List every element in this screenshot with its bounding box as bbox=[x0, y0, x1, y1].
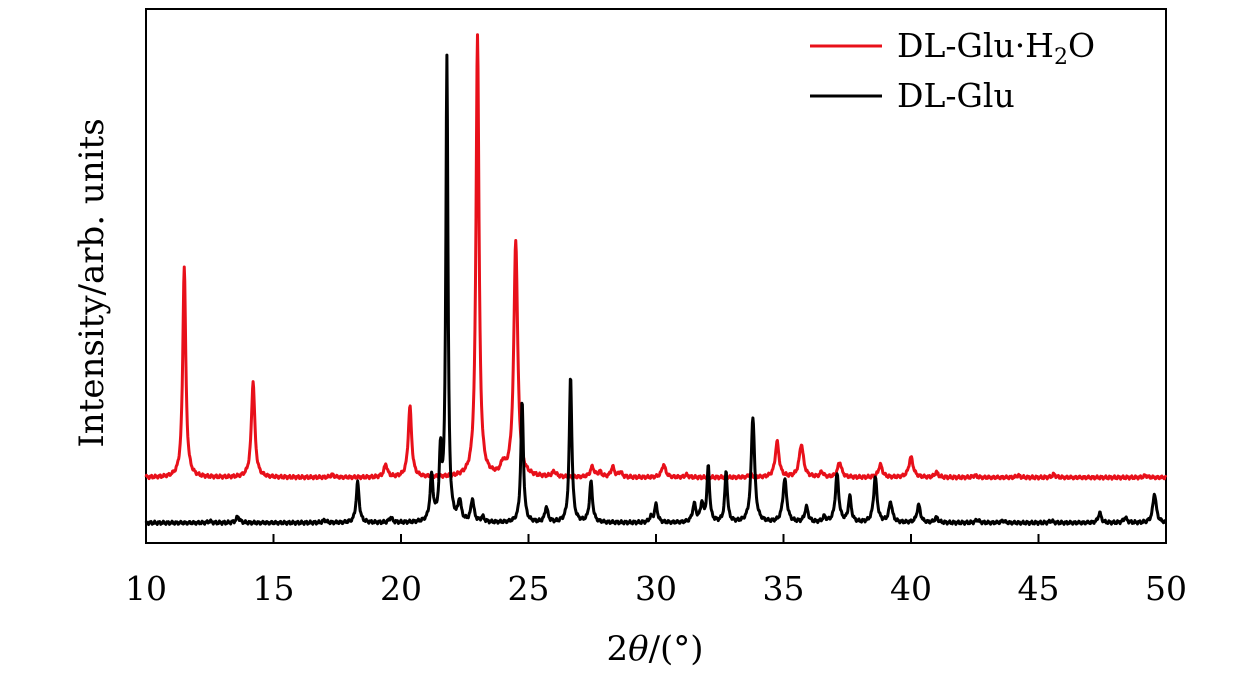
legend-label-1: DL-Glu bbox=[897, 76, 1015, 115]
series-line-0 bbox=[144, 33, 1168, 481]
x-tick-label: 20 bbox=[380, 569, 422, 608]
x-ticks: 10 15 20 25 30 35 40 45 50 bbox=[125, 534, 1187, 608]
x-axis-title: 2θ/(°) bbox=[606, 629, 703, 669]
x-tick-label: 50 bbox=[1145, 569, 1187, 608]
x-tick-label: 40 bbox=[890, 569, 932, 608]
legend-label-0: DL-Glu·H2O bbox=[897, 26, 1095, 70]
x-tick-label: 35 bbox=[763, 569, 805, 608]
series-line-1 bbox=[144, 53, 1168, 527]
x-tick-label: 10 bbox=[125, 569, 167, 608]
y-axis-title: Intensity/arb. units bbox=[72, 118, 112, 447]
series-layer bbox=[144, 33, 1168, 527]
x-tick-label: 30 bbox=[635, 569, 677, 608]
x-tick-label: 45 bbox=[1018, 569, 1060, 608]
x-tick-label: 15 bbox=[253, 569, 295, 608]
x-tick-label: 25 bbox=[508, 569, 550, 608]
legend: DL-Glu·H2O DL-Glu bbox=[810, 26, 1095, 115]
